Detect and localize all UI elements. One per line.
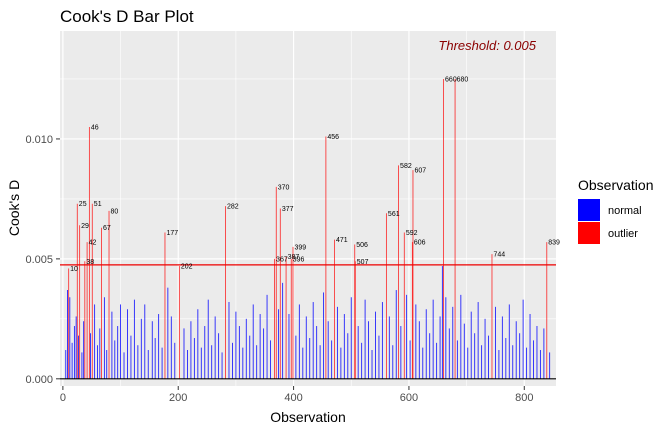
outlier-label: 10: [70, 266, 78, 273]
x-tick-label: 400: [284, 392, 302, 404]
outlier-label: 744: [493, 252, 505, 259]
outlier-labels: 1025293842465167801772022823673703773873…: [70, 76, 560, 272]
outlier-label: 38: [86, 259, 94, 266]
legend-swatch-normal: [578, 199, 600, 221]
outlier-label: 377: [282, 206, 294, 213]
legend-item-normal: normal: [578, 199, 642, 221]
x-tick-label: 200: [169, 392, 187, 404]
outlier-label: 471: [336, 237, 348, 244]
outlier-label: 839: [548, 240, 560, 247]
legend-item-outlier: outlier: [578, 222, 638, 244]
outlier-label: 29: [81, 223, 89, 230]
outlier-label: 67: [103, 225, 111, 232]
outlier-label: 582: [400, 163, 412, 170]
y-axis: 0.000 0.005 0.010: [25, 134, 60, 386]
x-tick-label: 600: [400, 392, 418, 404]
normal-bars: [65, 266, 551, 379]
legend: Observation normal outlier: [578, 177, 653, 244]
outlier-label: 25: [79, 201, 87, 208]
outlier-label: 506: [356, 242, 368, 249]
outlier-label: 456: [327, 134, 339, 141]
outlier-label: 51: [94, 201, 102, 208]
chart-title: Cook's D Bar Plot: [60, 7, 194, 26]
outlier-label: 387: [288, 254, 300, 261]
legend-label-outlier: outlier: [608, 228, 638, 240]
outlier-label: 606: [414, 240, 426, 247]
outlier-label: 660: [445, 76, 457, 83]
outlier-label: 507: [357, 259, 369, 266]
y-tick-label: 0.010: [25, 134, 53, 146]
outlier-label: 177: [166, 230, 178, 237]
legend-swatch-outlier: [578, 222, 600, 244]
outlier-label: 370: [278, 184, 290, 191]
legend-title: Observation: [578, 177, 653, 193]
legend-label-normal: normal: [608, 205, 642, 217]
outlier-label: 80: [111, 208, 119, 215]
outlier-label: 42: [89, 240, 97, 247]
x-axis-label: Observation: [270, 409, 345, 425]
outlier-label: 592: [406, 230, 418, 237]
outlier-label: 680: [457, 76, 469, 83]
y-tick-label: 0.000: [25, 374, 53, 386]
y-tick-label: 0.005: [25, 254, 53, 266]
outlier-label: 282: [227, 204, 239, 211]
outlier-label: 399: [295, 244, 307, 251]
outlier-label: 202: [181, 264, 193, 271]
outlier-label: 46: [91, 124, 99, 131]
threshold-annotation: Threshold: 0.005: [438, 38, 536, 53]
x-tick-label: 800: [515, 392, 533, 404]
outlier-label: 607: [414, 168, 426, 175]
outlier-label: 367: [276, 256, 288, 263]
x-axis: 0 200 400 600 800: [60, 386, 533, 404]
outlier-label: 561: [388, 211, 400, 218]
outlier-label: 396: [293, 256, 305, 263]
y-axis-label: Cook's D: [6, 180, 22, 236]
grid-lines: [60, 31, 556, 386]
outlier-bars: [68, 78, 548, 379]
x-tick-label: 0: [60, 392, 66, 404]
plot-panel: [60, 31, 556, 386]
